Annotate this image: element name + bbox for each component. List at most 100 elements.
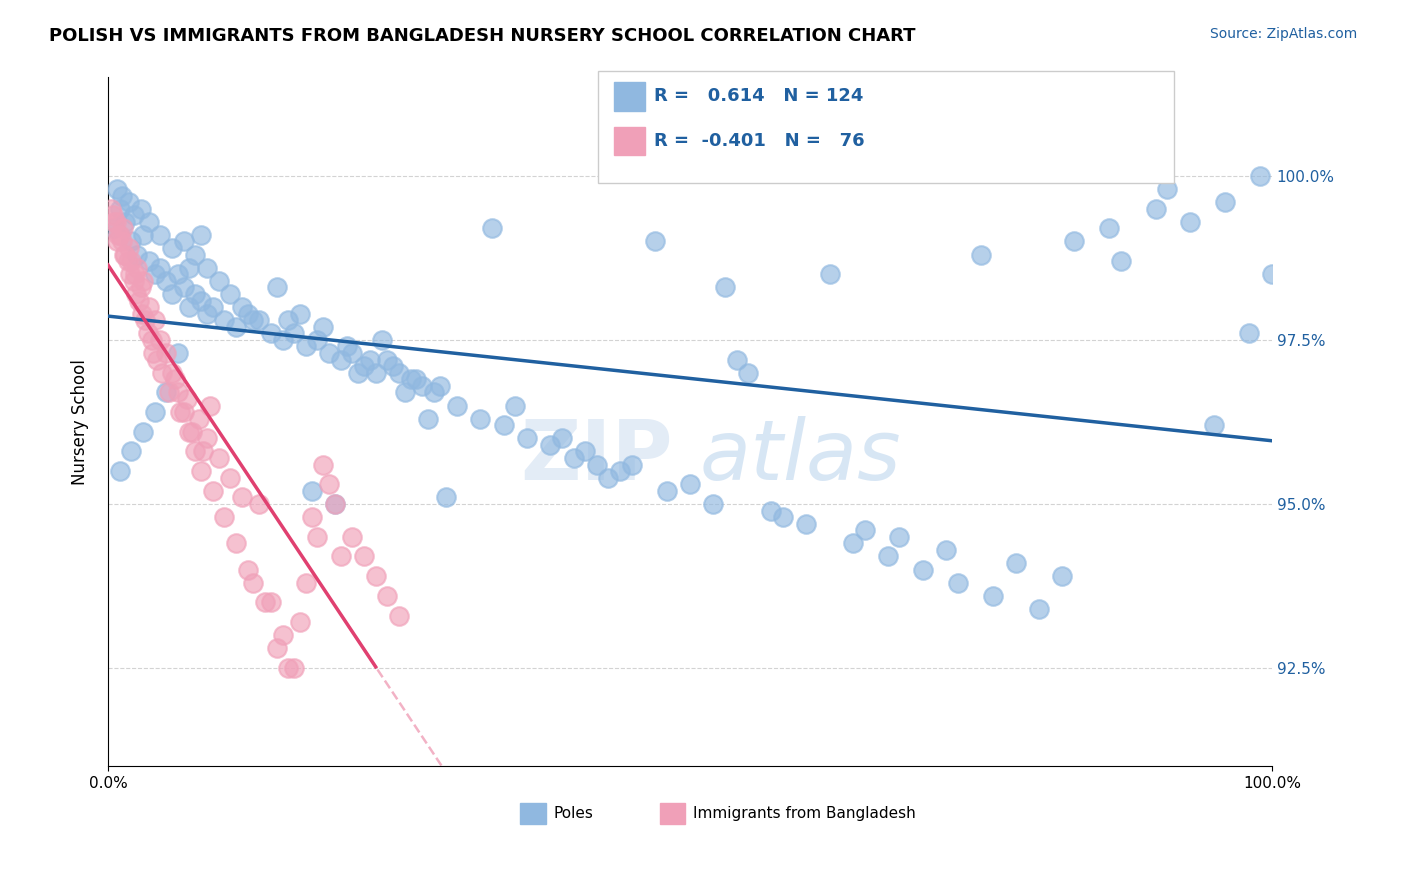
Point bbox=[295, 339, 318, 353]
Point bbox=[288, 307, 311, 321]
Point bbox=[283, 326, 305, 341]
Point bbox=[620, 458, 643, 472]
Point bbox=[242, 575, 264, 590]
Point bbox=[184, 287, 207, 301]
Point bbox=[190, 293, 212, 308]
Point bbox=[981, 589, 1004, 603]
Point bbox=[416, 411, 439, 425]
Point bbox=[329, 549, 352, 564]
Point bbox=[108, 202, 131, 216]
Point bbox=[842, 536, 865, 550]
Point bbox=[143, 405, 166, 419]
Point bbox=[127, 260, 149, 275]
Point bbox=[375, 589, 398, 603]
Point bbox=[970, 247, 993, 261]
Point bbox=[889, 530, 911, 544]
Point bbox=[122, 208, 145, 222]
Point bbox=[132, 274, 155, 288]
Point bbox=[179, 260, 201, 275]
Point bbox=[1028, 602, 1050, 616]
Point bbox=[1052, 569, 1074, 583]
Point bbox=[312, 458, 335, 472]
Point bbox=[470, 411, 492, 425]
Point bbox=[112, 221, 135, 235]
Point bbox=[609, 464, 631, 478]
Point bbox=[423, 385, 446, 400]
Point bbox=[165, 372, 187, 386]
Point bbox=[551, 431, 574, 445]
Point bbox=[143, 313, 166, 327]
Point bbox=[157, 385, 180, 400]
Point bbox=[132, 227, 155, 242]
Point bbox=[429, 379, 451, 393]
Point bbox=[277, 661, 299, 675]
Point bbox=[301, 510, 323, 524]
Point bbox=[190, 464, 212, 478]
Point bbox=[105, 215, 128, 229]
Point bbox=[1249, 169, 1271, 183]
FancyBboxPatch shape bbox=[659, 803, 685, 823]
Point bbox=[132, 425, 155, 439]
Point bbox=[481, 221, 503, 235]
Point bbox=[242, 313, 264, 327]
Point bbox=[108, 464, 131, 478]
Point bbox=[195, 260, 218, 275]
Point bbox=[679, 477, 702, 491]
Point bbox=[201, 483, 224, 498]
Point bbox=[136, 326, 159, 341]
Point bbox=[260, 326, 283, 341]
Point bbox=[120, 235, 142, 249]
Point bbox=[111, 188, 134, 202]
Point bbox=[446, 399, 468, 413]
Point bbox=[1237, 326, 1260, 341]
Point bbox=[169, 405, 191, 419]
Point bbox=[195, 431, 218, 445]
Point bbox=[138, 300, 160, 314]
Point bbox=[1261, 268, 1284, 282]
Point bbox=[149, 333, 172, 347]
Point bbox=[794, 516, 817, 531]
Point bbox=[190, 227, 212, 242]
Point bbox=[231, 300, 253, 314]
Point bbox=[118, 195, 141, 210]
Text: Poles: Poles bbox=[554, 805, 593, 821]
Point bbox=[342, 530, 364, 544]
Point bbox=[214, 510, 236, 524]
Point bbox=[353, 549, 375, 564]
Point bbox=[122, 274, 145, 288]
Point bbox=[598, 471, 620, 485]
Point bbox=[134, 313, 156, 327]
Point bbox=[585, 458, 607, 472]
Point bbox=[155, 346, 177, 360]
FancyBboxPatch shape bbox=[520, 803, 546, 823]
Point bbox=[207, 451, 229, 466]
Point bbox=[318, 477, 340, 491]
Point bbox=[644, 235, 666, 249]
Point bbox=[562, 451, 585, 466]
Point bbox=[160, 287, 183, 301]
Y-axis label: Nursery School: Nursery School bbox=[72, 359, 89, 485]
Point bbox=[105, 182, 128, 196]
Point bbox=[394, 385, 416, 400]
Point bbox=[128, 293, 150, 308]
Point bbox=[266, 641, 288, 656]
Point bbox=[117, 254, 139, 268]
Point bbox=[1215, 195, 1237, 210]
Point bbox=[155, 274, 177, 288]
Text: R =  -0.401   N =   76: R = -0.401 N = 76 bbox=[654, 132, 865, 150]
Text: ZIP: ZIP bbox=[520, 416, 673, 497]
Point bbox=[347, 366, 370, 380]
Point bbox=[911, 563, 934, 577]
Point bbox=[166, 385, 188, 400]
Point bbox=[329, 352, 352, 367]
Point bbox=[112, 247, 135, 261]
Point bbox=[166, 346, 188, 360]
Point bbox=[935, 543, 957, 558]
Point bbox=[179, 425, 201, 439]
Point bbox=[399, 372, 422, 386]
Point bbox=[359, 352, 381, 367]
Point bbox=[101, 208, 124, 222]
Point bbox=[388, 366, 411, 380]
Point bbox=[336, 339, 359, 353]
Point bbox=[318, 346, 340, 360]
